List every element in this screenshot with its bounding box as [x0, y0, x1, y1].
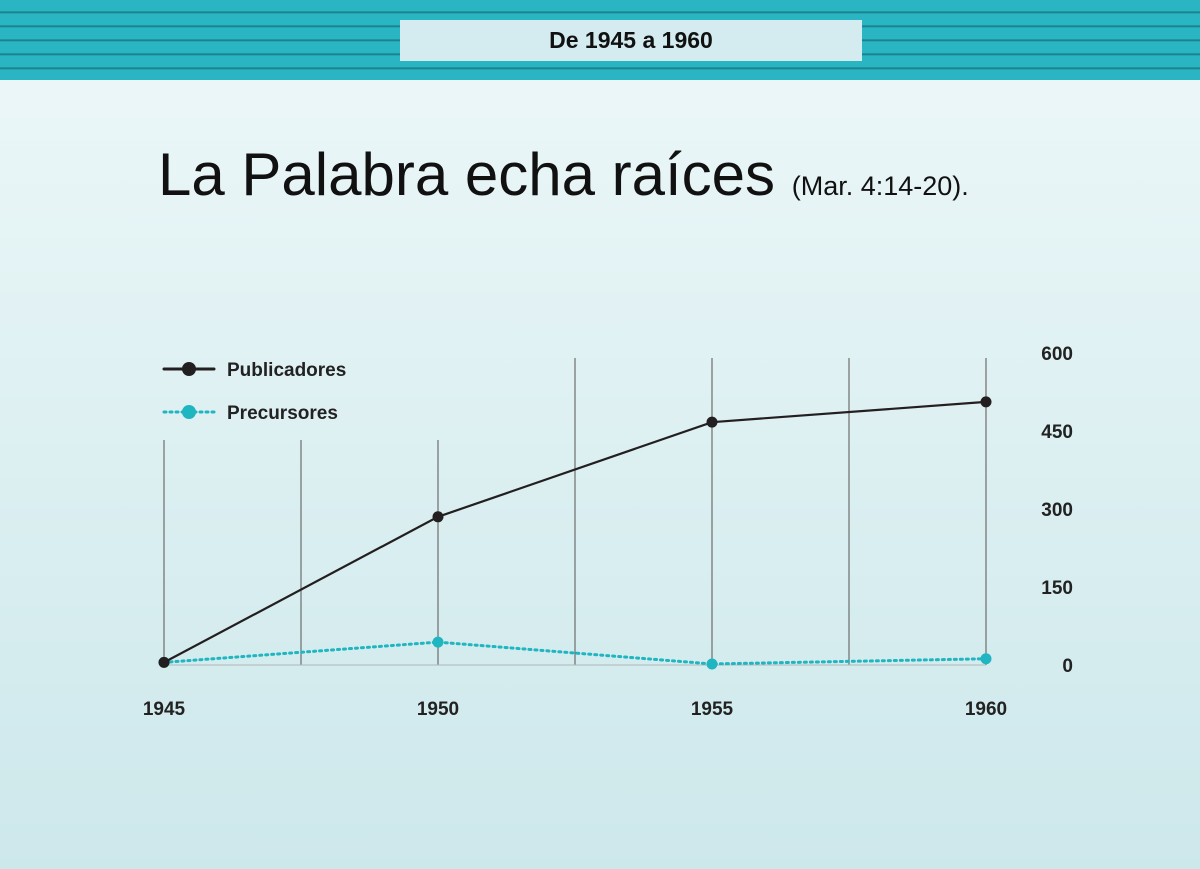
title-main: La Palabra echa raíces — [158, 141, 776, 208]
y-tick-label: 600 — [1041, 344, 1073, 365]
y-tick-label: 150 — [1041, 578, 1073, 599]
legend-label: Precursores — [227, 403, 338, 424]
legend-label: Publicadores — [227, 360, 346, 381]
data-point — [158, 656, 170, 668]
data-point — [980, 396, 992, 408]
legend-marker — [182, 362, 196, 376]
y-tick-label: 0 — [1062, 656, 1073, 677]
data-point — [980, 653, 992, 665]
data-point — [706, 658, 718, 670]
title-reference: (Mar. 4:14-20). — [791, 171, 969, 201]
x-tick-label: 1960 — [965, 699, 1007, 720]
legend-marker — [182, 405, 196, 419]
page-title: La Palabra echa raíces (Mar. 4:14-20). — [158, 140, 969, 209]
x-tick-label: 1950 — [417, 699, 459, 720]
x-tick-label: 1945 — [143, 699, 186, 720]
y-tick-label: 450 — [1041, 422, 1073, 443]
y-tick-label: 300 — [1041, 500, 1073, 521]
data-point — [432, 636, 444, 648]
series-line-publicadores — [162, 400, 988, 664]
data-point — [432, 511, 444, 523]
series-line-precursores — [162, 640, 988, 666]
x-tick-label: 1955 — [691, 699, 734, 720]
data-point — [706, 416, 718, 428]
header-label: De 1945 a 1960 — [400, 20, 862, 61]
